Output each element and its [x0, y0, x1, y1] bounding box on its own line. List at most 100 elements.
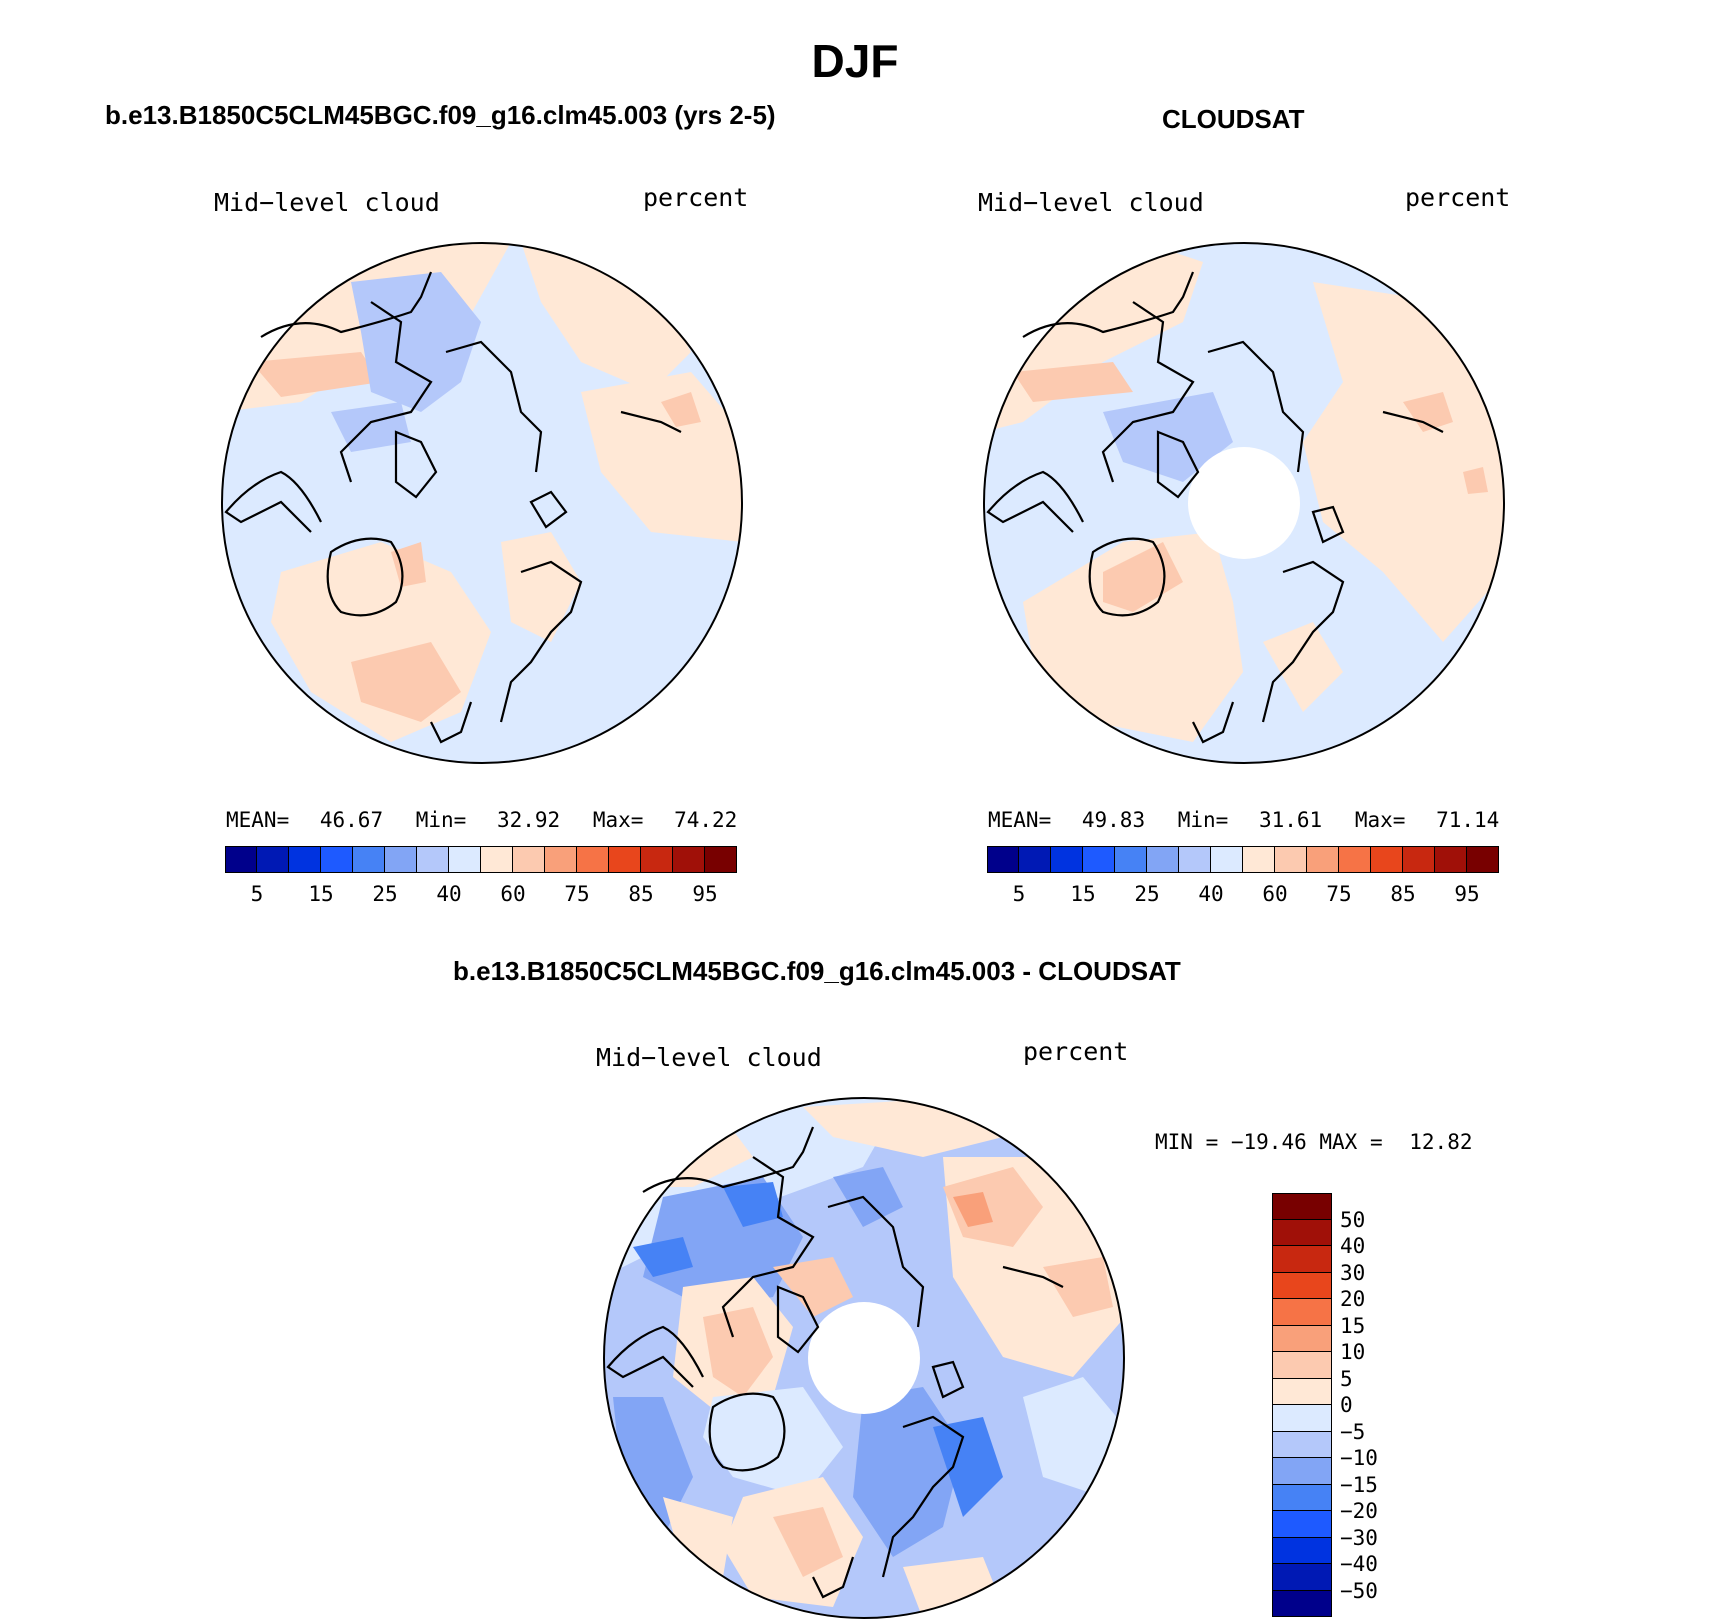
colorbar-swatch	[1272, 1431, 1332, 1458]
units-label-obs: percent	[1405, 183, 1511, 212]
colorbar-tick-label: 40	[1340, 1234, 1366, 1258]
colorbar-tick-label: 15	[1340, 1313, 1366, 1338]
colorbar-swatch	[1272, 1590, 1332, 1617]
colorbar-tick-label: 75	[564, 882, 590, 906]
min-value-obs: 31.61	[1258, 808, 1323, 832]
colorbar-tick-label: 95	[1454, 882, 1480, 906]
max-label-obs: Max=	[1354, 808, 1406, 832]
colorbar-tick-label: −10	[1340, 1446, 1378, 1470]
units-label-model: percent	[643, 183, 749, 212]
mean-label-model: MEAN=	[226, 808, 290, 832]
colorbar-swatch	[1019, 846, 1051, 873]
colorbar-swatch	[1272, 1352, 1332, 1379]
colorbar-ticks-obs: 5 15 25 40 60 75 85 95	[987, 882, 1499, 908]
colorbar-swatch	[1179, 846, 1211, 873]
colorbar-swatch	[1272, 1325, 1332, 1352]
colorbar-swatch	[1272, 1484, 1332, 1511]
mean-value-obs: 49.83	[1081, 808, 1146, 832]
colorbar-swatch	[1467, 846, 1499, 873]
colorbar-tick-label: 15	[1070, 882, 1096, 906]
colorbar-tick-label: 40	[436, 882, 462, 906]
colorbar-swatch	[545, 846, 577, 873]
colorbar-swatch	[1371, 846, 1403, 873]
polar-map-diff	[603, 1097, 1125, 1619]
colorbar-swatch	[1272, 1458, 1332, 1485]
colorbar-tick-label: 5	[1340, 1366, 1353, 1391]
field-label-diff: Mid−level cloud	[596, 1043, 822, 1072]
colorbar-swatch	[1083, 846, 1115, 873]
colorbar-tick-label: 15	[308, 882, 334, 906]
colorbar-swatch	[577, 846, 609, 873]
colorbar-diff	[1272, 1193, 1332, 1617]
colorbar-ticks-diff: 50 40 30 20 15 10 5 0 −5 −10 −15 −20 −30 −40 −50	[1340, 1193, 1420, 1617]
colorbar-swatch	[385, 846, 417, 873]
max-label-diff: MAX =	[1319, 1130, 1383, 1154]
colorbar-swatch	[1272, 1246, 1332, 1273]
colorbar-swatch	[449, 846, 481, 873]
field-label-model: Mid−level cloud	[214, 188, 440, 217]
colorbar-swatch	[1272, 1299, 1332, 1326]
field-label-obs: Mid−level cloud	[978, 188, 1204, 217]
colorbar-swatch	[673, 846, 705, 873]
colorbar-swatch	[225, 846, 257, 873]
colorbar-tick-label: 60	[500, 882, 526, 906]
max-value-diff: 12.82	[1409, 1130, 1473, 1154]
colorbar-swatch	[289, 846, 321, 873]
colorbar-swatch	[705, 846, 737, 873]
colorbar-swatch	[1272, 1537, 1332, 1564]
colorbar-swatch	[1272, 1564, 1332, 1591]
colorbar-tick-label: 50	[1340, 1207, 1366, 1232]
colorbar-swatch	[1272, 1511, 1332, 1538]
colorbar-tick-label: −30	[1340, 1525, 1378, 1550]
colorbar-swatch	[417, 846, 449, 873]
colorbar-tick-label: 5	[1012, 882, 1026, 906]
panel-title-model: b.e13.B1850C5CLM45BGC.f09_g16.clm45.003 …	[105, 100, 776, 130]
colorbar-tick-label: −5	[1340, 1419, 1366, 1444]
page-title: DJF	[811, 35, 899, 87]
colorbar-swatch	[1272, 1272, 1332, 1299]
colorbar-swatch	[1435, 846, 1467, 873]
max-label-model: Max=	[592, 808, 644, 832]
colorbar-tick-label: 30	[1340, 1260, 1366, 1285]
colorbar-tick-label: 10	[1340, 1340, 1366, 1364]
mean-label-obs: MEAN=	[988, 808, 1052, 832]
colorbar-swatch	[641, 846, 673, 873]
max-value-model: 74.22	[674, 808, 738, 832]
colorbar-swatch	[513, 846, 545, 873]
colorbar-swatch	[1272, 1405, 1332, 1432]
colorbar-swatch	[987, 846, 1019, 873]
colorbar-obs	[987, 846, 1499, 873]
colorbar-tick-label: 85	[628, 882, 654, 906]
colorbar-swatch	[1403, 846, 1435, 873]
colorbar-swatch	[1272, 1193, 1332, 1220]
colorbar-tick-label: 75	[1326, 882, 1352, 906]
colorbar-swatch	[1275, 846, 1307, 873]
colorbar-swatch	[1211, 846, 1243, 873]
colorbar-tick-label: 85	[1390, 882, 1416, 906]
min-value-diff: −19.46	[1230, 1130, 1307, 1154]
polar-map-obs	[983, 242, 1505, 764]
colorbar-swatch	[257, 846, 289, 873]
colorbar-swatch	[481, 846, 513, 873]
colorbar-tick-label: 20	[1340, 1287, 1366, 1311]
colorbar-swatch	[1272, 1219, 1332, 1246]
min-value-model: 32.92	[496, 808, 561, 832]
colorbar-swatch	[1147, 846, 1179, 873]
colorbar-ticks-model: 5 15 25 40 60 75 85 95	[225, 882, 737, 908]
min-label-diff: MIN =	[1155, 1130, 1219, 1154]
min-label-model: Min=	[415, 808, 467, 832]
colorbar-swatch	[1051, 846, 1083, 873]
min-label-obs: Min=	[1177, 808, 1229, 832]
colorbar-swatch	[1307, 846, 1339, 873]
colorbar-tick-label: −50	[1340, 1578, 1378, 1603]
colorbar-swatch	[1243, 846, 1275, 873]
colorbar-tick-label: −15	[1340, 1472, 1378, 1497]
colorbar-tick-label: 0	[1340, 1393, 1353, 1417]
colorbar-tick-label: 60	[1262, 882, 1288, 906]
colorbar-swatch	[353, 846, 385, 873]
colorbar-tick-label: 25	[1134, 882, 1160, 906]
mean-value-model: 46.67	[319, 808, 384, 832]
polar-map-model	[221, 242, 743, 764]
colorbar-tick-label: 25	[372, 882, 398, 906]
colorbar-swatch	[1339, 846, 1371, 873]
